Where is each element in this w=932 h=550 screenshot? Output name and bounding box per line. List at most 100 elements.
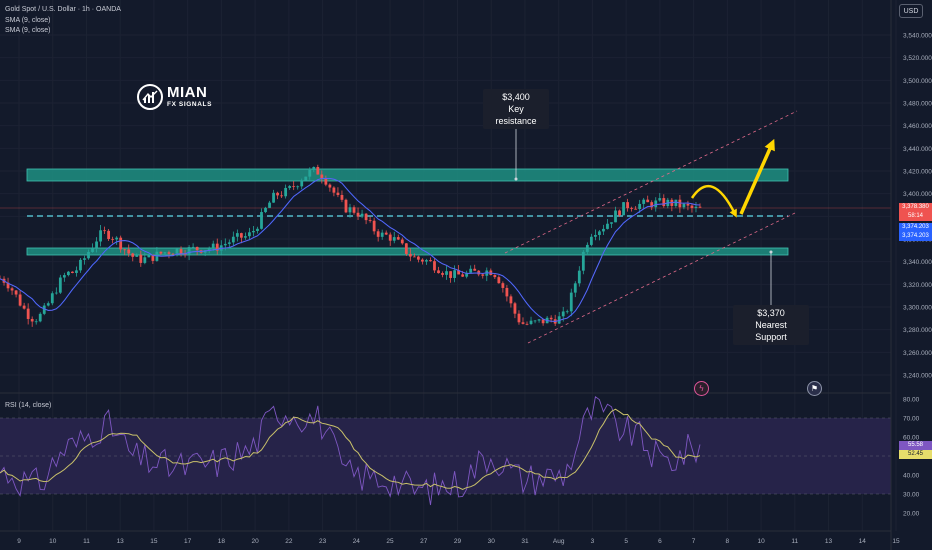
- candle-body[interactable]: [10, 288, 14, 291]
- candle-body[interactable]: [356, 212, 360, 217]
- candle-body[interactable]: [606, 223, 609, 229]
- candle-body[interactable]: [372, 220, 376, 232]
- candle-body[interactable]: [195, 246, 199, 251]
- candle-body[interactable]: [42, 305, 46, 314]
- candle-body[interactable]: [521, 322, 525, 324]
- support-callout[interactable]: $3,370 Nearest Support: [733, 305, 809, 345]
- candle-body[interactable]: [473, 268, 477, 271]
- candle-body[interactable]: [509, 296, 513, 304]
- candle-body[interactable]: [577, 270, 581, 284]
- candle-body[interactable]: [384, 232, 388, 235]
- candle-body[interactable]: [14, 290, 18, 295]
- candle-body[interactable]: [18, 294, 22, 306]
- candle-body[interactable]: [288, 186, 292, 188]
- candle-body[interactable]: [501, 283, 505, 288]
- candle-body[interactable]: [493, 275, 497, 278]
- candle-body[interactable]: [525, 323, 529, 325]
- candle-body[interactable]: [179, 249, 183, 255]
- candle-body[interactable]: [38, 313, 42, 322]
- candle-body[interactable]: [139, 254, 143, 263]
- candle-body[interactable]: [513, 303, 517, 314]
- candle-body[interactable]: [175, 249, 179, 255]
- candle-body[interactable]: [465, 272, 469, 277]
- candle-body[interactable]: [561, 311, 565, 317]
- candle-body[interactable]: [344, 199, 348, 213]
- candle-body[interactable]: [517, 313, 521, 323]
- candle-body[interactable]: [581, 251, 585, 271]
- candle-body[interactable]: [694, 206, 698, 208]
- candle-body[interactable]: [573, 283, 577, 293]
- candle-body[interactable]: [159, 251, 163, 254]
- candle-body[interactable]: [171, 253, 175, 255]
- candle-body[interactable]: [143, 257, 147, 263]
- candle-body[interactable]: [634, 208, 638, 210]
- candle-body[interactable]: [304, 176, 308, 181]
- candle-body[interactable]: [650, 202, 654, 208]
- candle-body[interactable]: [433, 261, 436, 271]
- candle-body[interactable]: [336, 192, 340, 196]
- candle-body[interactable]: [445, 271, 448, 275]
- candle-body[interactable]: [167, 252, 171, 254]
- candle-body[interactable]: [119, 237, 123, 250]
- candle-body[interactable]: [565, 311, 569, 313]
- candle-body[interactable]: [332, 187, 336, 193]
- candle-body[interactable]: [131, 253, 135, 257]
- candle-body[interactable]: [348, 207, 352, 213]
- candle-body[interactable]: [642, 199, 646, 204]
- candle-body[interactable]: [690, 205, 694, 208]
- candle-body[interactable]: [646, 199, 650, 203]
- candle-body[interactable]: [481, 274, 485, 276]
- candle-body[interactable]: [58, 277, 62, 293]
- candle-body[interactable]: [103, 230, 106, 232]
- candle-body[interactable]: [227, 242, 231, 244]
- candle-body[interactable]: [368, 220, 372, 221]
- candle-body[interactable]: [99, 230, 102, 242]
- dividend-event-icon[interactable]: ϟ: [694, 381, 709, 396]
- candle-body[interactable]: [260, 212, 263, 229]
- candle-body[interactable]: [614, 210, 617, 223]
- candle-body[interactable]: [408, 253, 412, 257]
- candle-body[interactable]: [654, 200, 658, 208]
- candle-body[interactable]: [256, 228, 259, 231]
- candle-body[interactable]: [328, 184, 332, 188]
- rsi-line[interactable]: [0, 396, 701, 506]
- candle-body[interactable]: [187, 247, 191, 255]
- candle-body[interactable]: [437, 270, 440, 274]
- candle-body[interactable]: [46, 303, 50, 306]
- resistance-zone[interactable]: [26, 168, 789, 182]
- candle-body[interactable]: [34, 321, 38, 323]
- candle-body[interactable]: [211, 243, 215, 249]
- candle-body[interactable]: [54, 292, 58, 294]
- candle-body[interactable]: [662, 198, 666, 207]
- candle-body[interactable]: [50, 293, 54, 304]
- candle-body[interactable]: [589, 236, 593, 245]
- candle-body[interactable]: [388, 234, 392, 241]
- candle-body[interactable]: [610, 222, 613, 224]
- candle-body[interactable]: [674, 199, 678, 206]
- candle-body[interactable]: [231, 236, 235, 243]
- candle-body[interactable]: [235, 233, 239, 237]
- candle-body[interactable]: [91, 247, 94, 252]
- candle-body[interactable]: [71, 271, 74, 273]
- candle-body[interactable]: [658, 198, 662, 201]
- candle-body[interactable]: [400, 239, 404, 244]
- candle-body[interactable]: [123, 249, 127, 251]
- candle-body[interactable]: [425, 260, 428, 262]
- candle-body[interactable]: [264, 207, 267, 213]
- candle-body[interactable]: [135, 254, 139, 257]
- candle-body[interactable]: [497, 277, 501, 284]
- candle-body[interactable]: [272, 192, 275, 203]
- candle-body[interactable]: [252, 230, 255, 233]
- candle-body[interactable]: [6, 282, 10, 289]
- candle-body[interactable]: [392, 237, 396, 241]
- candle-body[interactable]: [569, 292, 573, 312]
- candle-body[interactable]: [292, 186, 296, 187]
- candle-body[interactable]: [324, 178, 328, 185]
- candle-body[interactable]: [163, 252, 167, 254]
- sma-legend-1[interactable]: SMA (9, close): [5, 17, 51, 24]
- candle-body[interactable]: [598, 231, 601, 235]
- candle-body[interactable]: [529, 320, 533, 324]
- candle-body[interactable]: [316, 166, 320, 175]
- candle-body[interactable]: [183, 254, 187, 255]
